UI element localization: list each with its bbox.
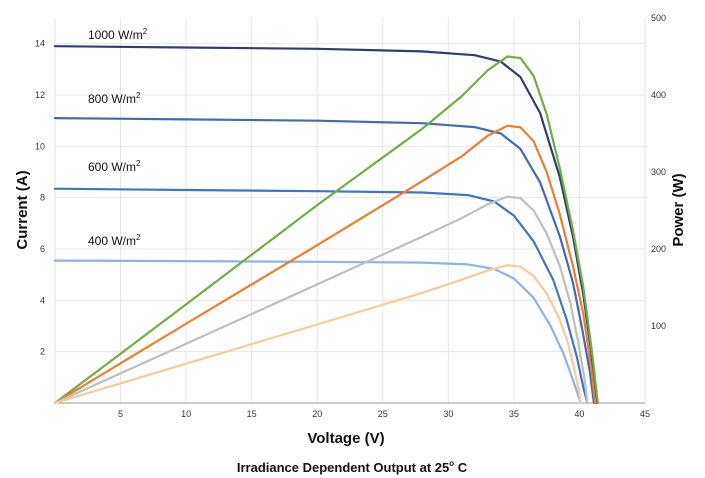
y2-tick-label: 200 — [651, 244, 666, 254]
y2-axis-title: Power (W) — [670, 173, 687, 246]
x-tick-label: 20 — [312, 409, 322, 419]
series — [53, 45, 599, 405]
series-power-6 — [53, 195, 589, 405]
x-tick-label: 15 — [247, 409, 257, 419]
curve-label-600: 600 W/m2 — [88, 159, 141, 174]
y2-tick-label: 500 — [651, 13, 666, 23]
x-tick-label: 30 — [443, 409, 453, 419]
x-tick-label: 5 — [118, 409, 123, 419]
chart-caption: Irradiance Dependent Output at 25o C — [237, 459, 468, 475]
y-tick-label: 10 — [35, 141, 45, 151]
axes — [54, 18, 646, 404]
y2-tick-label: 300 — [651, 167, 666, 177]
series-current-3 — [53, 259, 582, 405]
curve-label-400: 400 W/m2 — [88, 233, 141, 248]
y-tick-label: 6 — [40, 244, 45, 254]
y2-tick-label: 100 — [651, 321, 666, 331]
series-current-2 — [53, 187, 589, 405]
x-tick-label: 45 — [640, 409, 650, 419]
x-tick-label: 40 — [574, 409, 584, 419]
y-tick-label: 14 — [35, 39, 45, 49]
grid — [55, 18, 646, 403]
series-current-1 — [53, 117, 595, 405]
series-power-5 — [53, 124, 597, 405]
curve-label-1000: 1000 W/m2 — [88, 27, 148, 42]
x-tick-label: 25 — [378, 409, 388, 419]
y-tick-label: 2 — [40, 347, 45, 357]
y-tick-label: 12 — [35, 90, 45, 100]
y-tick-label: 4 — [40, 295, 45, 305]
x-tick-label: 35 — [509, 409, 519, 419]
series-power-4 — [53, 55, 599, 405]
tick-labels: 5 10 15 20 25 30 35 40 45 2 4 6 8 10 12 14 100 200 300 400 5… — [35, 13, 666, 419]
x-tick-label: 10 — [181, 409, 191, 419]
curve-label-800: 800 W/m2 — [88, 91, 141, 106]
curve-labels: 1000 W/m2 800 W/m2 600 W/m2 400 W/m2 — [88, 27, 148, 248]
y2-tick-label: 400 — [651, 90, 666, 100]
y-tick-label: 8 — [40, 193, 45, 203]
x-axis-title: Voltage (V) — [307, 430, 384, 447]
series-power-7 — [53, 264, 582, 405]
y-axis-title: Current (A) — [14, 170, 31, 249]
